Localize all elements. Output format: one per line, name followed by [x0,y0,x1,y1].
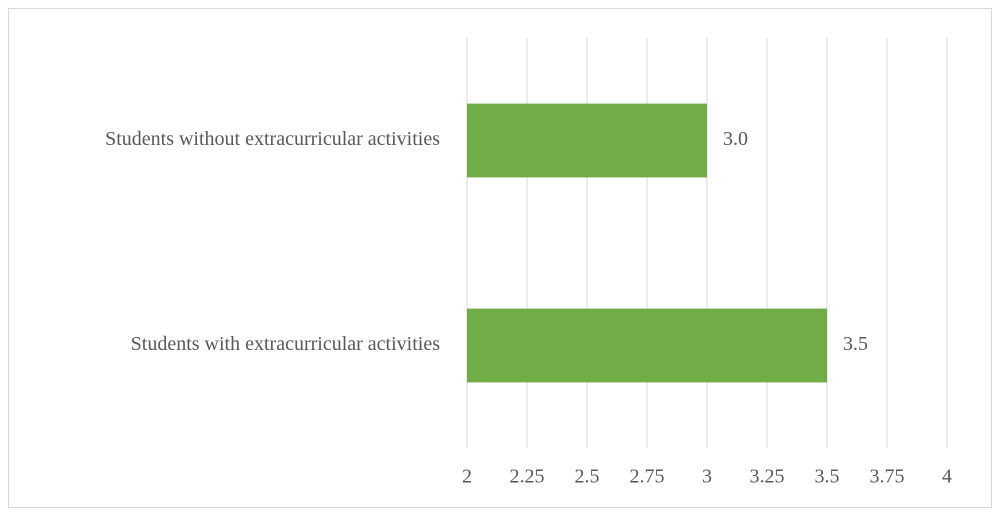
y-tick-label: Students with extracurricular activities [131,333,441,355]
x-tick-label: 3.25 [750,466,785,488]
x-tick-label: 2 [462,466,472,488]
x-tick-label: 3.5 [815,466,840,488]
bar [467,308,827,383]
y-tick-label: Students without extracurricular activit… [105,128,440,150]
x-tick-label: 3.75 [870,466,905,488]
x-tick-label: 4 [942,466,952,488]
x-tick-label: 2.5 [575,466,600,488]
data-label: 3.0 [723,128,748,150]
x-tick-label: 3 [702,466,712,488]
bar [467,103,707,178]
data-label: 3.5 [843,333,868,355]
chart-border [8,8,992,508]
x-tick-label: 2.75 [630,466,665,488]
x-tick-label: 2.25 [510,466,545,488]
